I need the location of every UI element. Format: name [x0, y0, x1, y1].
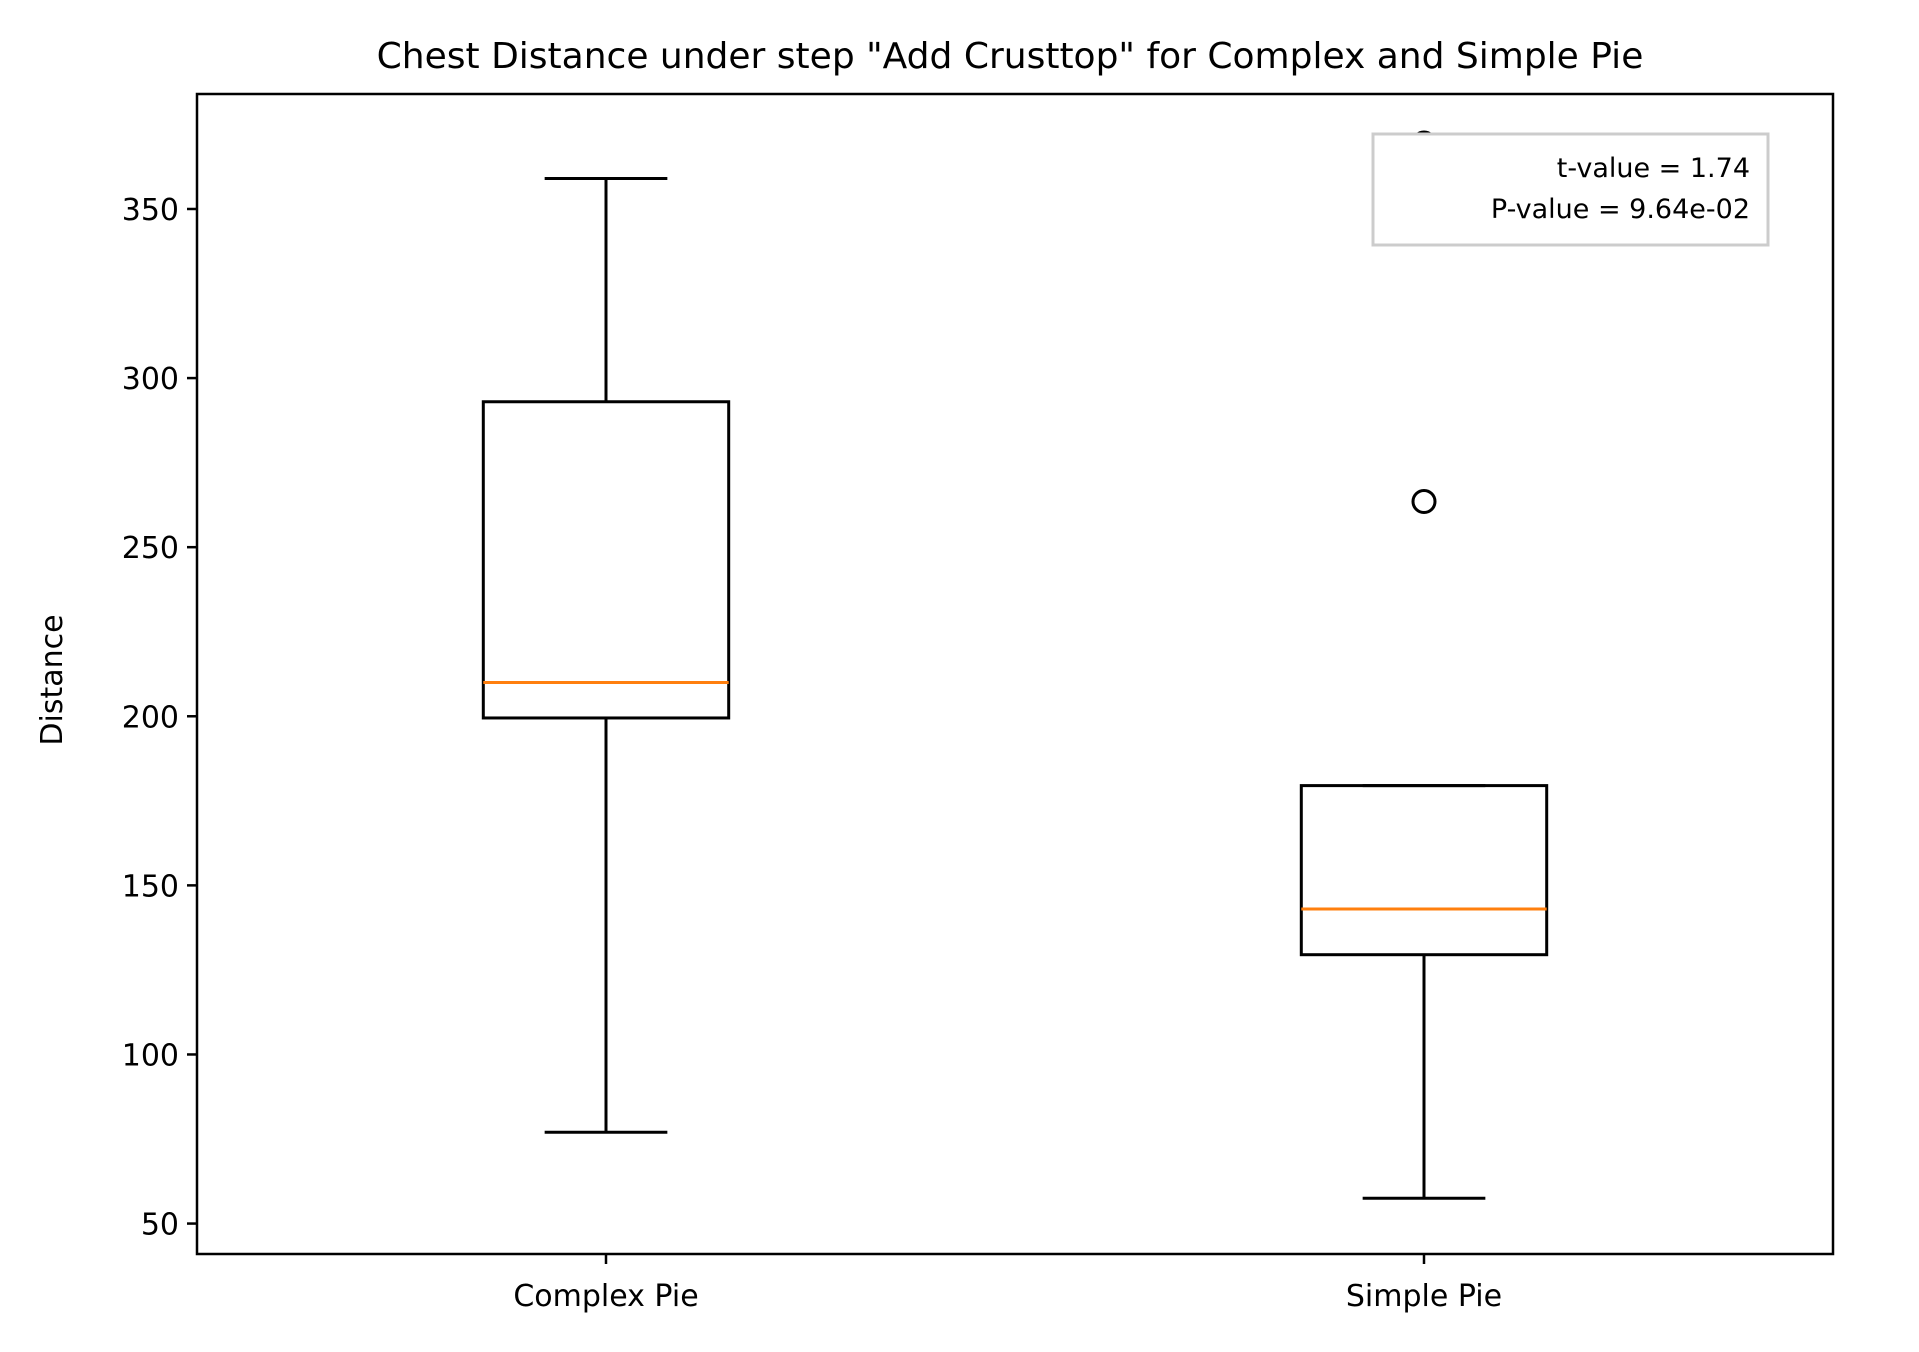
x-tick-label: Complex Pie: [513, 1279, 698, 1314]
y-tick-label: 50: [141, 1208, 179, 1243]
p-value-text: P-value = 9.64e-02: [1491, 194, 1750, 225]
x-tick-label: Simple Pie: [1346, 1279, 1502, 1314]
plot-frame: [195, 92, 1835, 1256]
box-iqr: [481, 400, 731, 720]
y-tick-label: 350: [122, 193, 179, 228]
y-tick-label: 200: [122, 700, 179, 735]
chart-title: Chest Distance under step "Add Crusttop"…: [377, 36, 1644, 77]
axes: 50 100 150 200 250 300 350 Complex Pie Simple Pi…: [122, 92, 1835, 1314]
plot-area: [481, 130, 1549, 1200]
y-tick-label: 150: [122, 869, 179, 904]
box-group-complex-pie: [481, 177, 731, 1134]
outlier-point: [1411, 489, 1437, 515]
box-iqr: [1299, 784, 1549, 957]
y-axis-label: Distance: [35, 614, 70, 745]
y-tick-label: 250: [122, 531, 179, 566]
y-tick-label: 100: [122, 1038, 179, 1073]
annotation-frame: [1371, 132, 1770, 247]
stats-annotation: t-value = 1.74 P-value = 9.64e-02: [1371, 132, 1770, 247]
y-tick-label: 300: [122, 362, 179, 397]
t-value-text: t-value = 1.74: [1557, 153, 1750, 184]
